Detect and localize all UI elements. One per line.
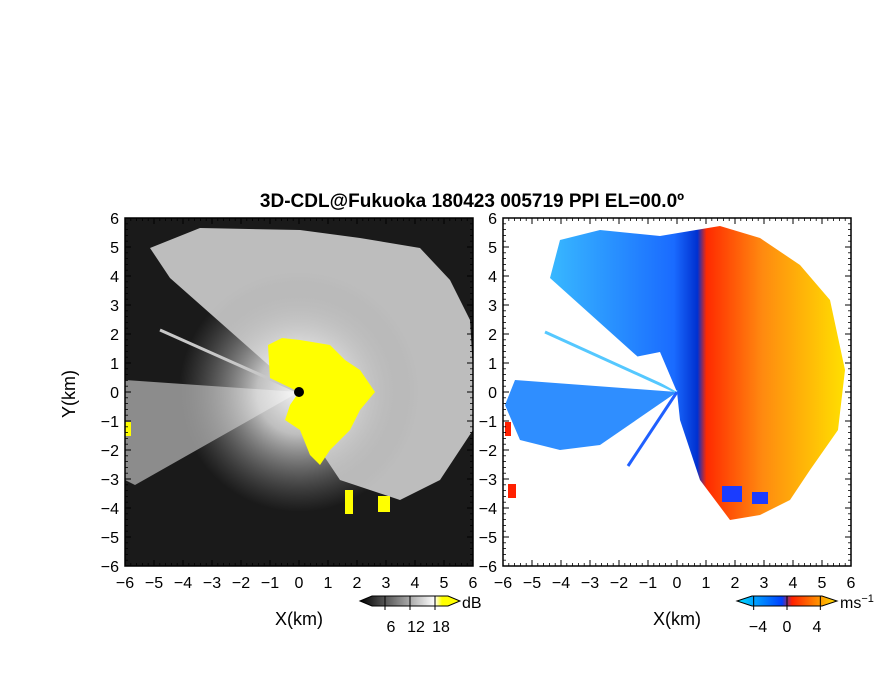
reflectivity-saturated-core bbox=[268, 338, 375, 465]
reflectivity-ray bbox=[159, 328, 300, 394]
y-tick-label: 4 bbox=[110, 269, 119, 286]
panel-velocity: −6−6 −5 −5 −4 −4 −3 −3 −2 −2 −1 −1 0 0 1 1 2 2 3 3 4 4 5 5 6 6 X… bbox=[479, 211, 874, 636]
y-tick-label: 0 bbox=[488, 385, 497, 402]
x-tick-label: 3 bbox=[382, 575, 391, 592]
x-tick-label: −5 bbox=[523, 575, 541, 592]
velocity-west-wedge bbox=[505, 380, 677, 450]
y-tick-label: 3 bbox=[110, 298, 119, 315]
x-tick-label: 2 bbox=[731, 575, 740, 592]
y-tick-label: 1 bbox=[488, 356, 497, 373]
x-tick-label: −1 bbox=[639, 575, 657, 592]
y-tick-label: −3 bbox=[479, 472, 497, 489]
y-tick-label: −6 bbox=[101, 559, 119, 576]
y-tick-label: −6 bbox=[479, 559, 497, 576]
x-tick-label: 2 bbox=[353, 575, 362, 592]
y-tick-label: −4 bbox=[101, 501, 119, 518]
radar-site bbox=[294, 387, 304, 397]
y-tick-label: −5 bbox=[479, 530, 497, 547]
velocity-colorbar-tick-label: −4 bbox=[749, 619, 767, 636]
x-tick-label: −6 bbox=[494, 575, 512, 592]
y-tick-label: −1 bbox=[479, 414, 497, 431]
velocity-colorbar-tick-label: 4 bbox=[813, 619, 822, 636]
y-tick-label: 3 bbox=[488, 298, 497, 315]
x-tick-label: 0 bbox=[673, 575, 682, 592]
chart-title: 3D-CDL@Fukuoka 180423 005719 PPI EL=00.0… bbox=[260, 191, 684, 212]
x-tick-label: −1 bbox=[261, 575, 279, 592]
x-tick-label: 1 bbox=[702, 575, 711, 592]
reflectivity-colorbar: dB 6 12 18 bbox=[358, 595, 482, 636]
reflectivity-colorbar-tick-label: 18 bbox=[432, 619, 450, 636]
y-tick-label: −2 bbox=[479, 443, 497, 460]
velocity-colorbar-tick-label: 0 bbox=[783, 619, 792, 636]
x-tick-label: −5 bbox=[145, 575, 163, 592]
x-tick-label: 3 bbox=[760, 575, 769, 592]
x-tick-label: −3 bbox=[203, 575, 221, 592]
x-tick-label: 5 bbox=[440, 575, 449, 592]
x-tick-label: 1 bbox=[324, 575, 333, 592]
x-tick-label: 5 bbox=[818, 575, 827, 592]
velocity-colorbar-unit-base: ms bbox=[840, 595, 861, 612]
reflectivity-axes: −6−6 −5 −5 −4 −4 −3 −3 −2 −2 −1 −1 0 0 1 1 2 2 3 3 4 4 5 5 6 6 bbox=[101, 211, 478, 592]
velocity-field bbox=[505, 226, 845, 520]
reflectivity-field bbox=[125, 218, 473, 566]
y-tick-label: −1 bbox=[101, 414, 119, 431]
velocity-colorbar-unit-exponent: −1 bbox=[861, 593, 874, 605]
y-tick-label: 6 bbox=[110, 211, 119, 228]
velocity-fan bbox=[550, 226, 845, 520]
x-tick-label: −3 bbox=[581, 575, 599, 592]
y-tick-label: 5 bbox=[110, 240, 119, 257]
reflectivity-colorbar-ticks bbox=[384, 596, 436, 610]
reflectivity-edge-speckles bbox=[125, 422, 390, 514]
velocity-colorbar-unit: ms−1 bbox=[840, 593, 874, 612]
x-tick-label: 4 bbox=[789, 575, 798, 592]
x-tick-label: 4 bbox=[411, 575, 420, 592]
y-tick-label: 6 bbox=[488, 211, 497, 228]
x-tick-label: 0 bbox=[295, 575, 304, 592]
velocity-speckles bbox=[722, 486, 768, 504]
y-tick-label: 2 bbox=[488, 327, 497, 344]
y-tick-label: 1 bbox=[110, 356, 119, 373]
x-tick-label: 6 bbox=[469, 575, 478, 592]
velocity-x-label: X(km) bbox=[653, 609, 701, 629]
x-tick-label: −4 bbox=[174, 575, 192, 592]
velocity-colorbar-ticks bbox=[753, 596, 821, 610]
velocity-core-gap bbox=[620, 352, 677, 392]
x-tick-label: −6 bbox=[116, 575, 134, 592]
y-axis-label: Y(km) bbox=[59, 370, 79, 418]
x-tick-label: −4 bbox=[552, 575, 570, 592]
velocity-axes: −6−6 −5 −5 −4 −4 −3 −3 −2 −2 −1 −1 0 0 1 1 2 2 3 3 4 4 5 5 6 6 bbox=[479, 211, 856, 592]
x-tick-label: 6 bbox=[847, 575, 856, 592]
y-tick-label: −5 bbox=[101, 530, 119, 547]
reflectivity-colorbar-unit: dB bbox=[462, 595, 482, 612]
velocity-colorbar: ms−1 −4 0 4 bbox=[735, 593, 874, 636]
y-tick-label: 4 bbox=[488, 269, 497, 286]
x-tick-label: −2 bbox=[610, 575, 628, 592]
reflectivity-x-label: X(km) bbox=[275, 609, 323, 629]
velocity-ray bbox=[544, 330, 678, 394]
velocity-speckles bbox=[505, 422, 516, 498]
y-tick-label: −2 bbox=[101, 443, 119, 460]
y-tick-label: −4 bbox=[479, 501, 497, 518]
reflectivity-colorbar-tick-label: 12 bbox=[407, 619, 425, 636]
y-tick-label: 0 bbox=[110, 385, 119, 402]
x-tick-label: −2 bbox=[232, 575, 250, 592]
y-tick-label: 2 bbox=[110, 327, 119, 344]
reflectivity-colorbar-tick-label: 6 bbox=[387, 619, 396, 636]
y-tick-label: −3 bbox=[101, 472, 119, 489]
y-tick-label: 5 bbox=[488, 240, 497, 257]
velocity-ray bbox=[626, 391, 679, 467]
